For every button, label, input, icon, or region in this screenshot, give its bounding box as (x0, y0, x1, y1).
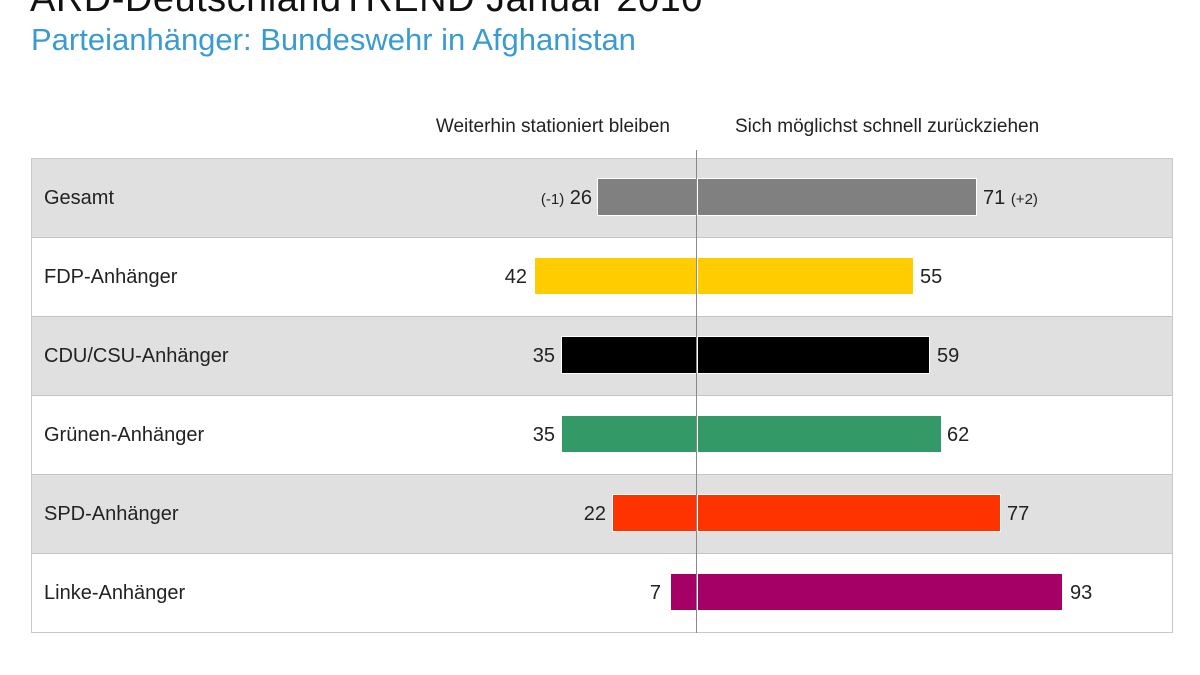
bar-right (697, 415, 942, 453)
bar-right (697, 494, 1001, 532)
right-value: 62 (947, 424, 970, 446)
column-header-stay: Weiterhin stationiert bleiben (435, 116, 670, 137)
row-spd: SPD-Anhänger 22 77 (32, 475, 1172, 554)
row-label: SPD-Anhänger (44, 503, 179, 525)
left-value: 22 (583, 503, 606, 525)
row-label: Grünen-Anhänger (44, 424, 205, 446)
left-value: (-1) 26 (540, 187, 592, 209)
row-label: Linke-Anhänger (44, 582, 186, 604)
row-label: CDU/CSU-Anhänger (44, 345, 229, 367)
row-fdp: FDP-Anhänger 42 55 (32, 238, 1172, 317)
right-change: (+2) (1010, 191, 1038, 208)
chart-subtitle: Parteianhänger: Bundeswehr in Afghanista… (31, 22, 636, 57)
bar-right (697, 573, 1063, 611)
row-label: Gesamt (44, 187, 115, 209)
right-value: 71 (+2) (983, 187, 1038, 209)
right-value: 59 (937, 345, 960, 367)
column-header-withdraw: Sich möglichst schnell zurückziehen (735, 116, 1040, 137)
bar-left (612, 494, 698, 532)
bar-left (597, 178, 698, 216)
left-value: 35 (532, 424, 555, 446)
left-value: 42 (504, 266, 527, 288)
left-value: 35 (532, 345, 555, 367)
row-cdu-csu: CDU/CSU-Anhänger 35 59 (32, 317, 1172, 396)
row-gruene: Grünen-Anhänger 35 62 (32, 396, 1172, 475)
left-value: 7 (649, 582, 661, 604)
center-axis-line (696, 150, 697, 633)
left-change: (-1) (540, 191, 565, 208)
row-linke: Linke-Anhänger 7 93 (32, 554, 1172, 633)
row-gesamt: Gesamt (-1) 26 71 (+2) (32, 159, 1172, 238)
right-value: 77 (1007, 503, 1030, 525)
bar-left (534, 257, 698, 295)
chart-table: Gesamt (-1) 26 71 (+2) FDP-Anhänger 42 5… (31, 158, 1173, 633)
bar-left (561, 415, 698, 453)
right-value: 93 (1070, 582, 1093, 604)
bar-right (697, 178, 977, 216)
bar-left (670, 573, 698, 611)
bar-right (697, 257, 914, 295)
bar-right (697, 336, 930, 374)
chart-title: ARD-DeutschlandTREND Januar 2010 (30, 0, 703, 21)
bar-left (561, 336, 698, 374)
row-label: FDP-Anhänger (44, 266, 178, 288)
right-value: 55 (920, 266, 943, 288)
